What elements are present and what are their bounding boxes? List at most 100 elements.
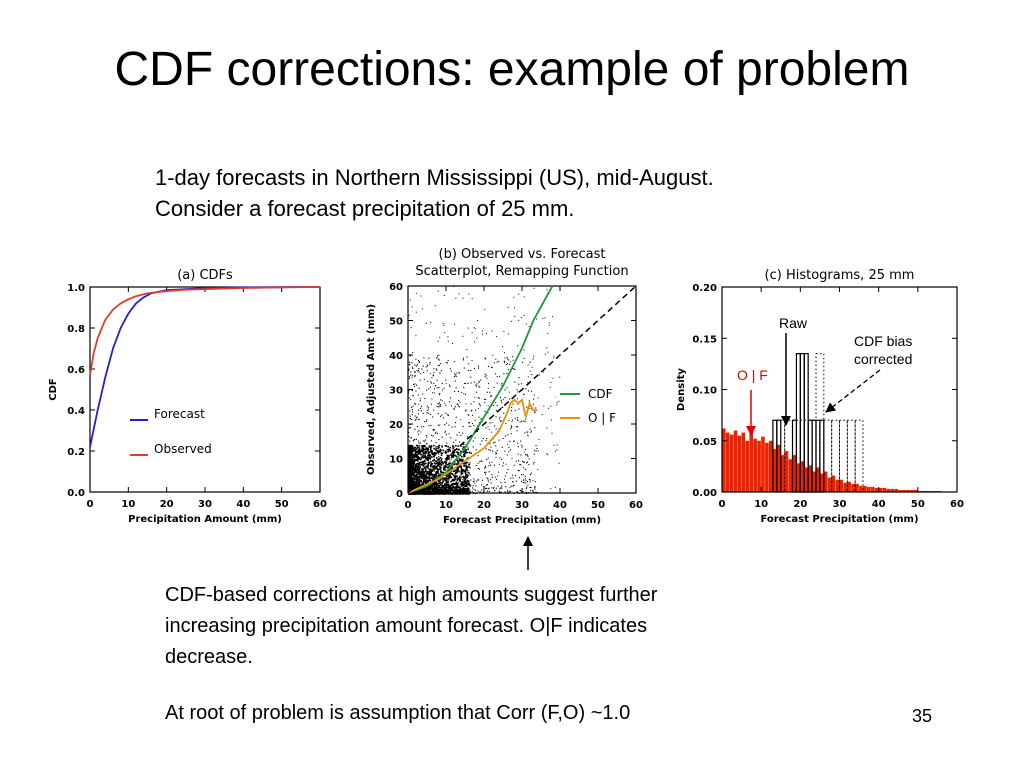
scatter-point <box>445 463 447 465</box>
scatter-point <box>463 367 465 369</box>
scatter-point <box>426 477 428 480</box>
scatter-point <box>505 364 507 366</box>
scatter-point <box>491 395 493 397</box>
scatter-point <box>479 405 481 407</box>
scatter-point <box>440 489 442 491</box>
scatter-point <box>519 464 521 466</box>
scatter-point <box>508 420 510 421</box>
scatter-point <box>469 462 471 464</box>
scatter-point <box>493 442 495 444</box>
scatter-point <box>452 484 454 486</box>
scatter-point <box>522 474 524 476</box>
scatter-point <box>474 437 476 439</box>
y-tick-label: 0.8 <box>67 324 85 335</box>
scatter-point <box>408 467 410 470</box>
scatter-point <box>432 465 434 467</box>
scatter-point <box>457 460 459 463</box>
scatter-point <box>432 477 434 479</box>
scatter-point <box>468 493 470 495</box>
scatter-point <box>485 399 487 400</box>
scatter-point <box>424 450 426 453</box>
cdf-bias-label-2: corrected <box>854 351 912 367</box>
scatter-point <box>465 393 467 395</box>
scatter-point <box>534 450 536 452</box>
scatter-point <box>413 459 415 461</box>
scatter-point <box>517 419 518 421</box>
scatter-point <box>481 484 483 486</box>
scatter-point <box>456 479 459 482</box>
scatter-point <box>503 330 505 332</box>
scatter-point <box>445 434 447 436</box>
scatter-point <box>533 491 535 493</box>
scatter-point <box>451 454 453 457</box>
scatter-point <box>456 468 458 470</box>
scatter-point <box>536 318 538 320</box>
scatter-point <box>411 414 413 416</box>
scatter-point <box>520 490 522 492</box>
scatter-point <box>487 479 489 481</box>
scatter-point <box>418 418 420 420</box>
histogram-bar-ogivenf <box>882 487 887 492</box>
scatter-point <box>439 363 441 365</box>
scatter-point <box>409 299 411 301</box>
scatter-point <box>460 466 462 468</box>
scatter-point <box>435 431 437 433</box>
scatter-point <box>523 349 525 351</box>
scatter-point <box>417 449 419 452</box>
scatter-point <box>458 488 461 491</box>
scatter-point <box>443 417 445 419</box>
scatter-point <box>433 478 436 480</box>
scatter-point <box>497 475 499 477</box>
scatter-point <box>529 474 531 476</box>
scatter-point <box>505 486 507 488</box>
scatter-point <box>451 492 454 495</box>
scatter-point <box>445 362 447 364</box>
scatter-point <box>420 481 423 483</box>
scatter-point <box>464 464 466 467</box>
scatter-point <box>475 409 477 411</box>
scatter-point <box>501 446 503 448</box>
scatter-point <box>443 387 445 389</box>
histogram-bar-ogivenf <box>906 489 910 492</box>
scatter-point <box>408 455 410 457</box>
scatter-point <box>430 450 432 452</box>
scatter-point <box>410 399 412 401</box>
scatter-point <box>408 364 410 366</box>
scatter-point <box>435 490 437 492</box>
scatter-point <box>437 468 439 470</box>
scatter-point <box>448 462 451 464</box>
scatter-point <box>411 462 413 464</box>
scatter-point <box>410 371 412 373</box>
o-given-f-label: O | F <box>737 367 768 383</box>
scatter-point <box>412 446 414 448</box>
scatter-point <box>469 422 471 424</box>
scatter-point <box>415 451 417 453</box>
y-tick-label: 0.05 <box>692 437 717 448</box>
scatter-point <box>438 485 440 487</box>
scatter-point <box>415 417 417 419</box>
scatter-point <box>450 458 452 460</box>
scatter-point <box>506 372 508 374</box>
scatter-point <box>468 425 470 427</box>
scatter-point <box>548 324 550 326</box>
scatter-point <box>500 491 502 493</box>
scatter-point <box>448 489 450 492</box>
scatter-point <box>502 465 504 467</box>
scatter-point <box>503 373 505 375</box>
scatter-point <box>517 453 519 455</box>
scatter-point <box>556 401 558 403</box>
scatter-point <box>442 449 445 452</box>
scatter-point <box>449 462 452 465</box>
scatter-point <box>408 450 410 453</box>
scatter-point <box>486 490 488 492</box>
scatter-point <box>450 476 452 478</box>
scatter-point <box>470 370 472 372</box>
scatter-point <box>411 407 413 409</box>
scatter-point <box>443 490 445 492</box>
scatter-point <box>431 456 433 458</box>
scatter-point <box>477 490 479 492</box>
y-tick-label: 0.10 <box>692 386 717 397</box>
scatter-point <box>440 482 443 484</box>
scatter-point <box>517 426 519 428</box>
histogram-bar-ogivenf <box>792 455 797 492</box>
